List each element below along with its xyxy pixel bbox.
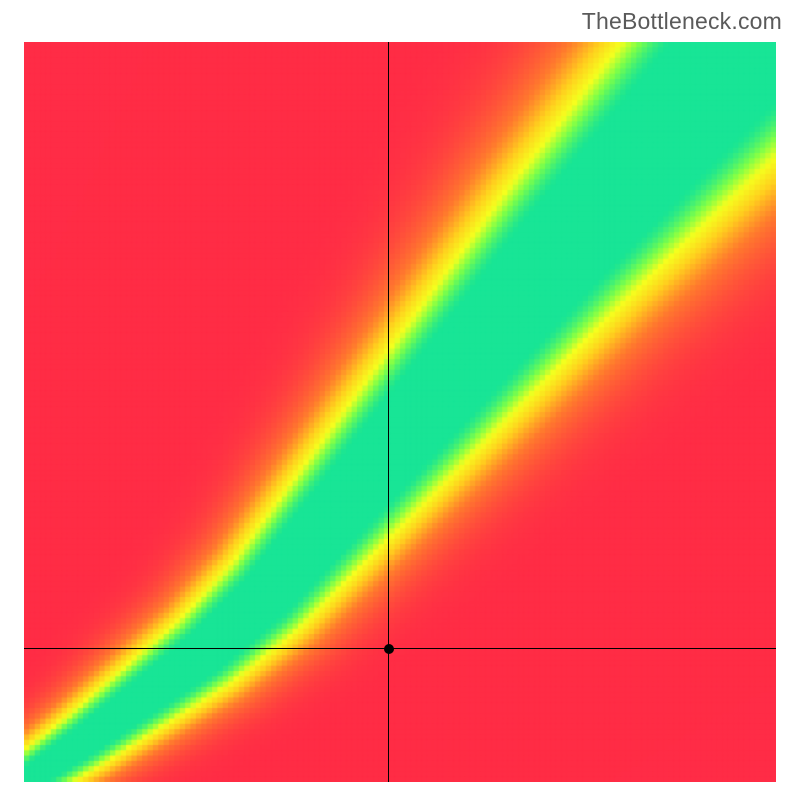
plot-area [24, 42, 776, 782]
marker-dot [384, 644, 394, 654]
crosshair-horizontal [24, 648, 776, 649]
crosshair-vertical [388, 42, 389, 782]
heatmap-canvas [24, 42, 776, 782]
chart-container: TheBottleneck.com [0, 0, 800, 800]
watermark-text: TheBottleneck.com [582, 8, 782, 35]
